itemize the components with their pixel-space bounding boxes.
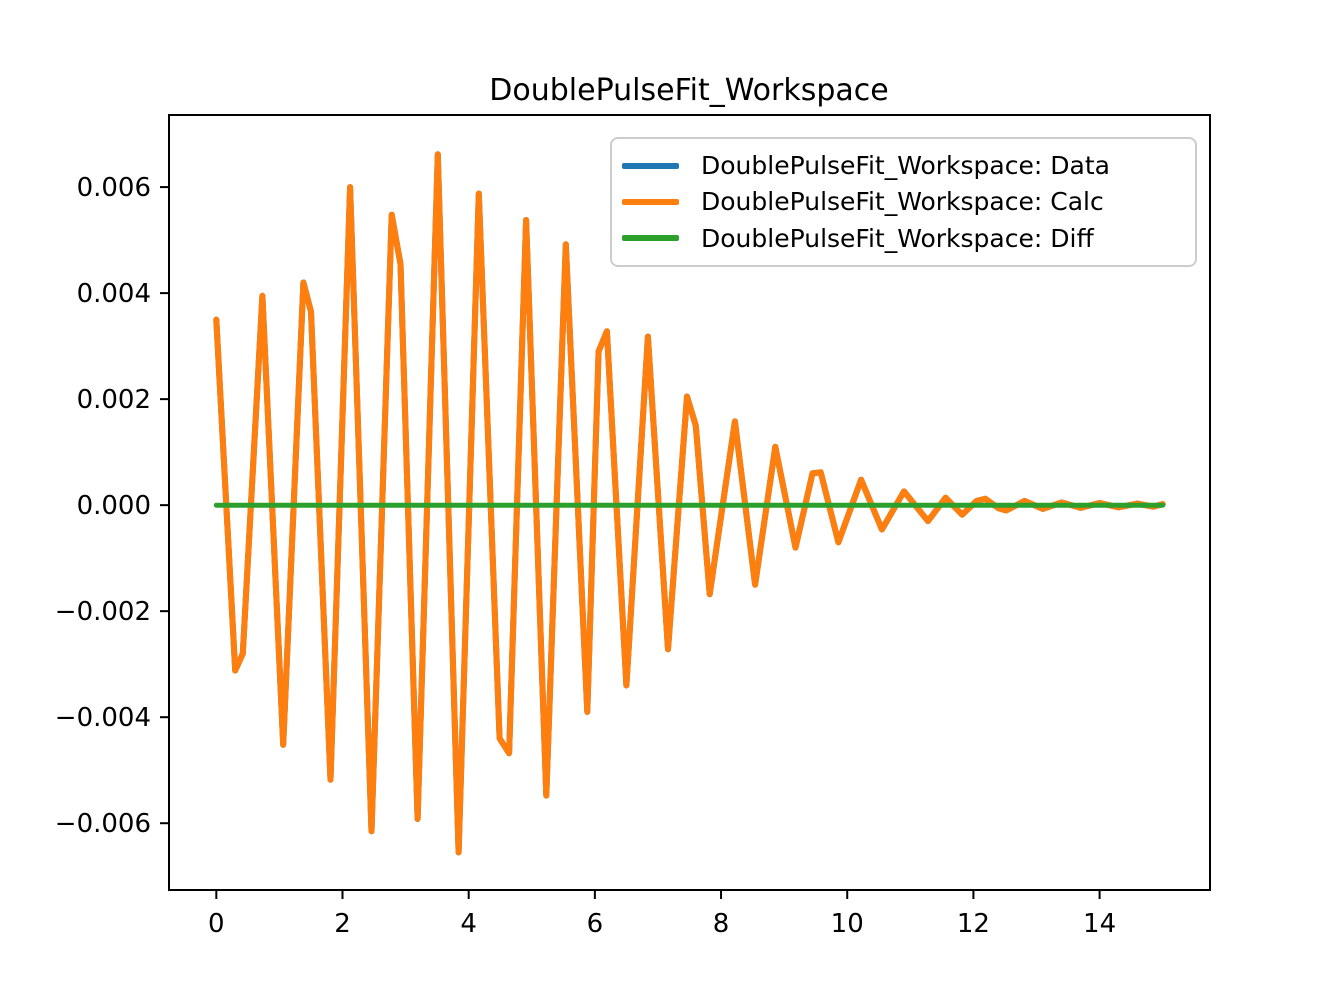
x-tick-label: 10 [831,909,864,939]
x-tick-label: 4 [460,909,477,939]
chart-title: DoublePulseFit_Workspace [489,73,888,108]
y-tick-label: 0.006 [77,173,151,203]
legend-swatch-calc-line-icon [622,199,679,205]
legend: DoublePulseFit_Workspace: Data DoublePul… [610,137,1197,267]
x-tick-label: 2 [334,909,351,939]
x-tick-label: 6 [587,909,604,939]
y-tick-label: −0.004 [55,703,151,733]
axes-frame [168,114,1211,891]
legend-item-calc: DoublePulseFit_Workspace: Calc [622,188,1185,216]
legend-label-data: DoublePulseFit_Workspace: Data [701,150,1110,180]
x-tick-label: 12 [957,909,990,939]
legend-swatch-data-line-icon [622,162,679,169]
legend-item-diff: DoublePulseFit_Workspace: Diff [622,225,1185,253]
x-tick-label: 14 [1083,909,1116,939]
y-tick-label: 0.002 [77,385,151,415]
x-tick-label: 0 [208,909,225,939]
legend-item-data: DoublePulseFit_Workspace: Data [622,152,1185,180]
y-tick-label: 0.004 [77,279,151,309]
y-tick-label: −0.002 [55,597,151,627]
series-calc-line [213,151,1166,856]
y-tick-label: −0.006 [55,809,151,839]
legend-label-calc: DoublePulseFit_Workspace: Calc [701,187,1104,217]
legend-label-diff: DoublePulseFit_Workspace: Diff [701,223,1094,253]
legend-swatch-diff-line-icon [622,235,679,242]
x-tick-label: 8 [713,909,730,939]
y-tick-label: 0.000 [77,491,151,521]
